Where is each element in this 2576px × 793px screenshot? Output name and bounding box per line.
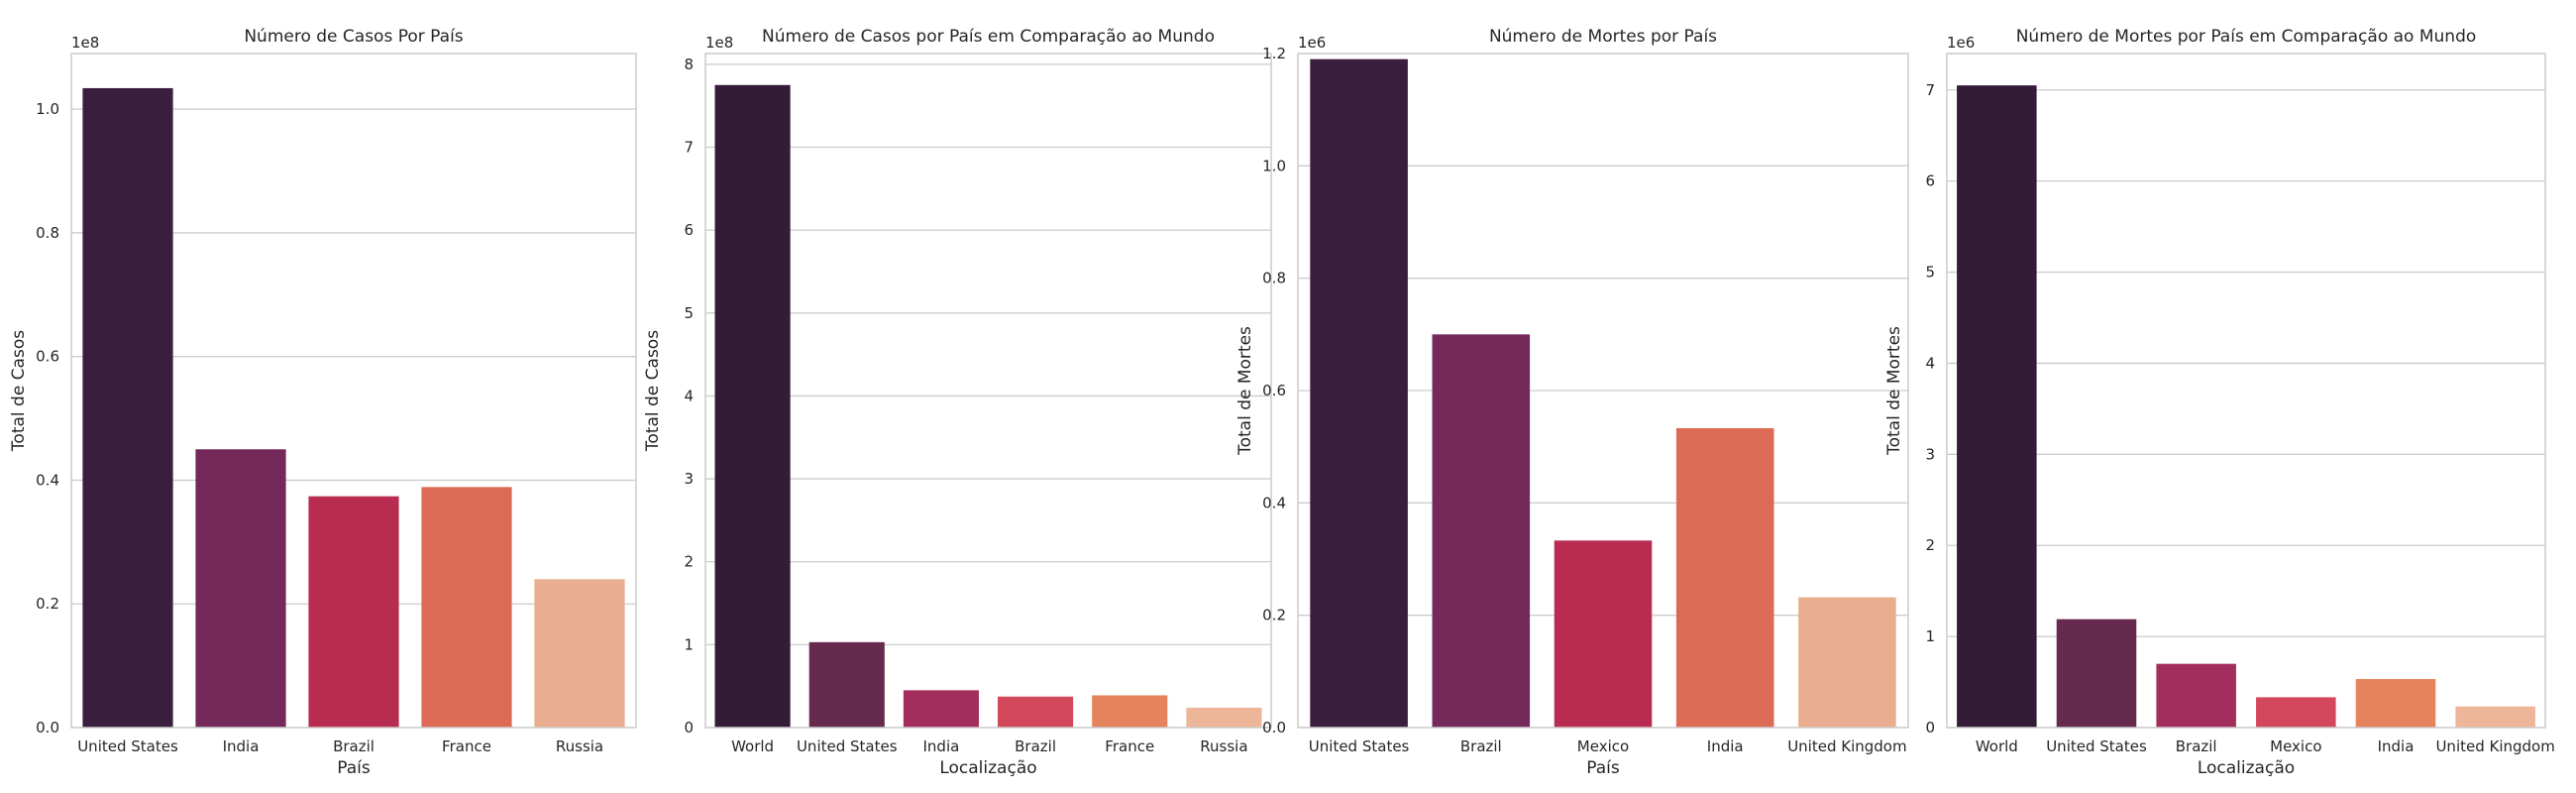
y-axis-label: Total de Mortes [1235,326,1255,456]
y-axis-label: Total de Casos [643,330,663,452]
y-tick-label: 1 [1925,627,1935,645]
x-axis-label: País [337,758,371,778]
y-tick-label: 5 [1925,264,1935,282]
y-tick-label: 1.2 [1262,45,1286,62]
x-tick-label: United States [1309,737,1410,755]
y-tick-label: 0.2 [36,595,59,613]
bar-brazil [2156,663,2236,728]
x-tick-label: Brazil [2176,737,2217,755]
y-offset-label: 1e6 [1947,34,1975,52]
bar-india [2355,679,2436,728]
axes-frame [1297,53,1909,729]
bar-mexico [2256,697,2336,728]
y-tick-label: 6 [1925,172,1935,190]
chart-panel-4: 0 1 2 3 4 5 6 7 World United States Brazil Mexico In… [1884,27,2555,778]
bar-france [1092,695,1168,728]
bar-russia [534,579,625,728]
y-tick-label: 8 [684,56,694,73]
x-tick-label: Brazil [1015,737,1056,755]
bar-russia [1186,707,1262,728]
bar-united-kingdom [1798,597,1896,728]
bar-brazil [998,696,1074,728]
x-tick-label: India [2378,737,2415,755]
y-tick-label: 0.4 [1262,494,1286,511]
y-tick-label: 0.8 [1262,270,1286,287]
bar-india [1675,427,1774,728]
chart-title: Número de Mortes por País [1489,27,1717,47]
x-axis-label: Localização [2198,758,2295,778]
chart-panel-3: 0.0 0.2 0.4 0.6 0.8 1.0 1.2 United States Brazil… [1235,27,1909,778]
y-tick-label: 7 [1925,81,1935,99]
axes-frame [70,53,637,729]
bar-united-kingdom [2455,706,2535,728]
x-tick-label: United Kingdom [2435,737,2554,755]
x-tick-label: Brazil [333,737,375,755]
x-tick-label: United States [77,737,178,755]
bar-world [714,84,791,729]
y-tick-label: 0 [1925,719,1935,736]
bar-brazil [308,496,399,728]
bar-united-states [808,641,885,728]
y-tick-label: 4 [1925,354,1935,372]
bar-united-states [82,87,173,728]
bar-india [195,449,286,728]
x-tick-label: World [1976,737,2018,755]
x-tick-label: United Kingdom [1787,737,1906,755]
x-tick-label: World [731,737,774,755]
y-offset-label: 1e8 [71,34,99,52]
y-tick-label: 7 [684,139,694,157]
bar-united-states [1310,58,1408,728]
chart-panel-2: 0 1 2 3 4 5 6 7 8 World United States India Brazil Fr… [643,27,1272,778]
y-tick-label: 0.0 [1262,719,1286,736]
y-tick-label: 0.6 [36,348,59,366]
chart-title: Número de Mortes por País em Comparação … [2016,27,2477,47]
x-tick-label: India [223,737,260,755]
y-tick-label: 0.6 [1262,382,1286,399]
bar-mexico [1554,540,1653,728]
x-tick-label: Mexico [2270,737,2321,755]
y-tick-label: 0.8 [36,224,59,242]
chart-title: Número de Casos por País em Comparação a… [762,27,1215,47]
x-tick-label: Russia [556,737,603,755]
x-tick-label: Brazil [1460,737,1502,755]
y-tick-label: 1.0 [1262,157,1286,174]
x-tick-label: Mexico [1577,737,1629,755]
y-tick-label: 0.4 [36,471,59,489]
x-tick-label: United States [2046,737,2147,755]
y-axis-label: Total de Mortes [1884,326,1904,456]
y-tick-label: 3 [1925,445,1935,463]
y-offset-label: 1e6 [1298,34,1326,52]
bar-united-states [2056,619,2137,728]
x-tick-label: United States [797,737,898,755]
x-tick-label: India [923,737,960,755]
axes-frame [1946,53,2546,729]
bar-india [903,690,979,728]
bar-world [1957,85,2037,728]
chart-title: Número de Casos Por País [244,27,463,47]
y-tick-label: 6 [684,221,694,239]
x-tick-label: India [1707,737,1744,755]
bar-france [421,487,512,728]
axes-frame [704,53,1272,729]
y-tick-label: 4 [684,387,694,404]
y-tick-label: 2 [684,553,694,571]
x-tick-label: France [442,737,491,755]
y-axis-label: Total de Casos [9,330,29,452]
y-tick-label: 1 [684,635,694,653]
y-tick-label: 2 [1925,536,1935,554]
bar-brazil [1432,334,1531,728]
chart-panel-1: 0.0 0.2 0.4 0.6 0.8 1.0 United States India Braz… [9,27,637,778]
y-tick-label: 1.0 [36,100,59,118]
y-tick-label: 3 [684,470,694,488]
y-tick-label: 0.0 [36,719,59,736]
y-tick-label: 0 [684,719,694,736]
y-tick-label: 5 [684,304,694,322]
y-offset-label: 1e8 [705,34,733,52]
x-tick-label: Russia [1200,737,1247,755]
x-axis-label: País [1586,758,1620,778]
x-axis-label: Localização [939,758,1036,778]
y-tick-label: 0.2 [1262,607,1286,624]
x-tick-label: France [1105,737,1154,755]
